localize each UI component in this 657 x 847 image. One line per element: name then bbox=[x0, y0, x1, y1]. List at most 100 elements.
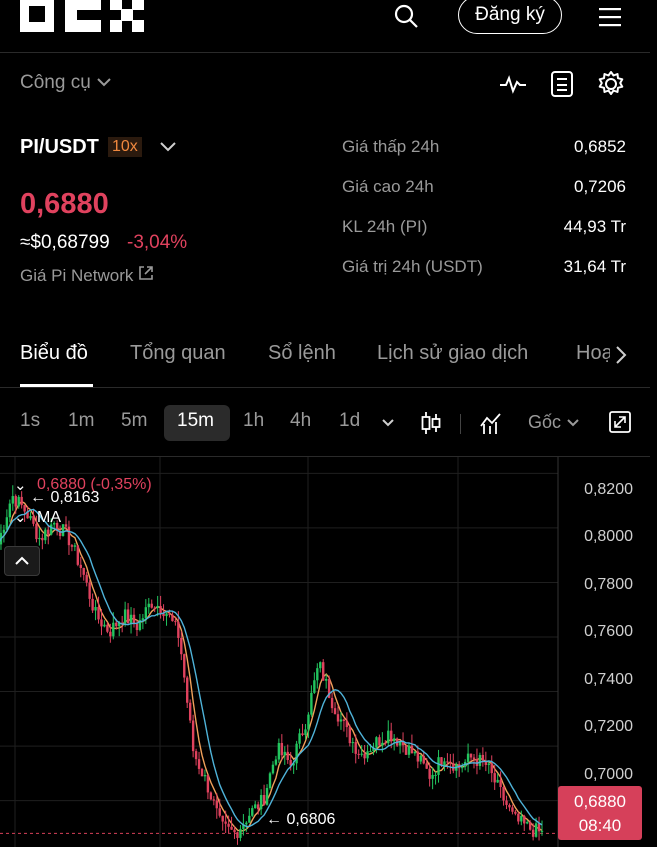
candle-body bbox=[410, 745, 414, 754]
signup-button[interactable]: Đăng ký bbox=[458, 0, 562, 34]
candle-body bbox=[47, 529, 50, 535]
candle-body bbox=[434, 774, 437, 776]
timeframe-15m[interactable]: 15m bbox=[177, 410, 214, 431]
chevron-down-icon[interactable] bbox=[378, 414, 398, 432]
candle-body bbox=[188, 702, 192, 721]
timeframe-1s[interactable]: 1s bbox=[20, 410, 41, 431]
timeframe-4h[interactable]: 4h bbox=[290, 410, 312, 431]
collapse-chevron-icon[interactable]: ⌄ bbox=[14, 509, 27, 526]
pair-symbol[interactable]: PI/USDT bbox=[20, 136, 99, 158]
active-timeframe-highlight bbox=[164, 405, 230, 441]
chart-grid bbox=[0, 457, 559, 847]
candle-body bbox=[186, 677, 189, 703]
candle-body bbox=[55, 523, 59, 532]
candle-body bbox=[384, 742, 387, 744]
candle-body bbox=[35, 523, 38, 540]
candle-body bbox=[70, 545, 74, 547]
candle-body bbox=[212, 799, 216, 801]
gear-icon[interactable] bbox=[596, 68, 626, 100]
tab-orderbook[interactable]: Sổ lệnh bbox=[268, 342, 336, 364]
candle-body bbox=[413, 751, 417, 754]
candle-body bbox=[197, 759, 201, 769]
candle-body bbox=[50, 524, 53, 535]
tab-chart[interactable]: Biểu đồ bbox=[20, 342, 88, 364]
candle-body bbox=[283, 751, 286, 756]
tab-trade-history[interactable]: Lịch sử giao dịch bbox=[377, 342, 529, 364]
y-axis-tick: 0,7800 bbox=[584, 576, 633, 593]
candle-body bbox=[295, 743, 298, 764]
chevron-right-icon[interactable] bbox=[612, 344, 630, 366]
chevron-down-icon[interactable] bbox=[156, 136, 180, 158]
candle-body bbox=[262, 795, 266, 805]
timeframe-1h[interactable]: 1h bbox=[243, 410, 265, 431]
candle-body bbox=[103, 624, 106, 627]
collapse-chevron-icon[interactable]: ⌄ bbox=[14, 477, 27, 494]
candle-body bbox=[324, 678, 328, 681]
candle-body bbox=[390, 730, 393, 742]
candle-body bbox=[64, 524, 68, 527]
candle-body bbox=[404, 745, 408, 755]
candle-body bbox=[523, 815, 526, 824]
fullscreen-icon[interactable] bbox=[606, 408, 634, 436]
candles bbox=[0, 485, 544, 845]
candle-body bbox=[437, 757, 440, 775]
candle-body bbox=[227, 823, 230, 827]
candle-body bbox=[540, 830, 544, 832]
candle-body bbox=[82, 568, 85, 575]
candle-body bbox=[174, 621, 177, 623]
search-icon[interactable] bbox=[390, 0, 422, 32]
candle-body bbox=[472, 757, 476, 760]
external-link-icon bbox=[138, 266, 154, 285]
price-chart[interactable] bbox=[0, 457, 650, 847]
candle-body bbox=[505, 800, 508, 805]
candle-body bbox=[466, 753, 470, 762]
candle-body bbox=[487, 763, 490, 765]
candle-body bbox=[85, 574, 88, 583]
candle-body bbox=[357, 753, 360, 755]
candle-body bbox=[336, 714, 340, 722]
candle-body bbox=[490, 763, 493, 774]
current-price-value: 0,6880 bbox=[574, 792, 626, 811]
candle-body bbox=[446, 761, 449, 763]
candle-body bbox=[109, 631, 112, 637]
candle-body bbox=[118, 622, 121, 627]
candle-body bbox=[528, 822, 532, 830]
candle-body bbox=[360, 753, 363, 755]
tab-more[interactable]: Hoạ bbox=[576, 342, 610, 364]
pulse-chart-icon[interactable] bbox=[498, 70, 528, 98]
candle-body bbox=[268, 773, 272, 789]
stat-label-high: Giá cao 24h bbox=[342, 177, 434, 196]
chevron-down-icon bbox=[96, 72, 112, 93]
candle-body bbox=[11, 496, 14, 504]
y-axis-tick: 0,7400 bbox=[584, 671, 633, 688]
timeframe-1d[interactable]: 1d bbox=[339, 410, 361, 431]
candle-body bbox=[233, 829, 236, 833]
last-price: 0,6880 bbox=[20, 188, 109, 220]
candle-body bbox=[144, 607, 148, 619]
candle-body bbox=[156, 606, 159, 608]
y-axis-tick: 0,8000 bbox=[584, 528, 633, 545]
candle-body bbox=[106, 624, 109, 632]
candle-body bbox=[88, 582, 91, 599]
timeframe-1m[interactable]: 1m bbox=[68, 410, 95, 431]
tools-dropdown[interactable]: Công cụ bbox=[20, 72, 112, 94]
candle-body bbox=[274, 759, 278, 765]
okx-logo[interactable] bbox=[20, 0, 144, 32]
timeframe-5m[interactable]: 5m bbox=[121, 410, 148, 431]
candle-body bbox=[363, 753, 366, 759]
origin-selector[interactable]: Gốc bbox=[528, 412, 580, 433]
tab-overview[interactable]: Tổng quan bbox=[130, 342, 226, 364]
info-link-label: Giá Pi Network bbox=[20, 266, 134, 285]
calculator-icon[interactable] bbox=[548, 68, 576, 100]
candle-body bbox=[206, 774, 210, 793]
candle-body bbox=[2, 529, 6, 533]
indicator-icon[interactable] bbox=[478, 409, 504, 437]
collapse-legend-button[interactable] bbox=[4, 546, 40, 576]
candle-body bbox=[322, 662, 325, 681]
candle-body bbox=[319, 662, 322, 669]
candlestick-icon[interactable] bbox=[418, 409, 444, 437]
candle-body bbox=[91, 598, 94, 611]
pi-network-info-link[interactable]: Giá Pi Network bbox=[20, 265, 154, 286]
candle-body bbox=[298, 733, 301, 744]
hamburger-menu-icon[interactable] bbox=[596, 4, 624, 30]
